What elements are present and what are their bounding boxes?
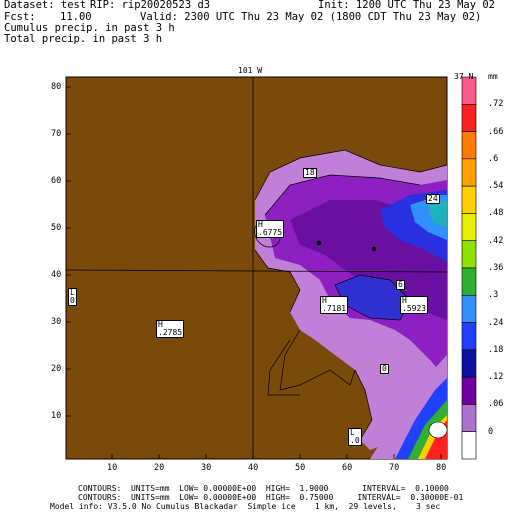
y-tick-label: 80: [51, 82, 62, 92]
field1-label: Cumulus precip. in past 3 h: [4, 22, 175, 34]
colorbar-swatch: [461, 103, 477, 132]
footer-model-info: Model info: V3.5.0 No Cumulus Blackadar …: [50, 502, 441, 511]
contour-value-label: 18: [303, 168, 317, 178]
y-tick-label: 20: [51, 364, 62, 374]
low-label: L 0: [68, 288, 77, 306]
contour-value-label: 24: [426, 194, 440, 204]
precip-region-blue: [335, 275, 410, 320]
contour-value-label: 6: [396, 280, 405, 290]
colorbar-label: 0: [488, 426, 494, 437]
colorbar-swatch: [461, 76, 477, 105]
colorbar-swatch: [461, 404, 477, 433]
colorbar-label: .12: [488, 372, 504, 383]
high-label: H .6775: [256, 220, 285, 238]
colorbar-swatch: [461, 431, 477, 460]
colorbar-swatch: [461, 131, 477, 160]
x-tick-label: 20: [154, 463, 165, 473]
colorbar-label: .3: [488, 290, 499, 301]
precip-region-teal: [428, 200, 447, 228]
station-dot: [371, 246, 377, 252]
rip-label: RIP: rip20020523 d3: [90, 0, 211, 11]
colorbar-swatch: [461, 240, 477, 269]
high-label: H .7181: [320, 296, 349, 314]
high-label: H .5923: [400, 296, 429, 314]
y-tick-label: 30: [51, 317, 62, 327]
x-tick-label: 60: [342, 463, 353, 473]
colorbar-label: .24: [488, 317, 504, 328]
x-tick-label: 30: [201, 463, 212, 473]
colorbar-label: .18: [488, 344, 504, 355]
colorbar-label: .48: [488, 208, 504, 219]
colorbar-swatch: [461, 213, 477, 242]
fcst-value: 11.00: [60, 11, 92, 23]
high-label: H .2785: [156, 320, 185, 338]
init-label: Init: 1200 UTC Thu 23 May 02: [318, 0, 496, 11]
colorbar-swatch: [461, 349, 477, 378]
x-tick-label: 10: [107, 463, 118, 473]
x-tick-label: 70: [389, 463, 400, 473]
colorbar-swatch: [461, 376, 477, 405]
colorbar-swatch: [461, 294, 477, 323]
x-tick-label: 80: [436, 463, 447, 473]
lat-line: [65, 269, 448, 273]
top-axis-label: 101 W: [238, 66, 263, 75]
colorbar-label: .66: [488, 126, 504, 137]
colorbar-swatch: [461, 185, 477, 214]
corner-lat-label: 37 N: [454, 72, 474, 81]
station-dot: [316, 240, 322, 246]
x-tick-label: 40: [248, 463, 259, 473]
colorbar-swatch: [461, 322, 477, 351]
colorbar-swatch: [461, 267, 477, 296]
colorbar-label: .42: [488, 235, 504, 246]
fcst-label: Fcst:: [4, 11, 36, 23]
field2-label: Total precip. in past 3 h: [4, 33, 163, 45]
colorbar-label: .36: [488, 263, 504, 273]
dataset-label: Dataset: test: [4, 0, 87, 11]
y-tick-label: 10: [51, 411, 62, 421]
footer-contours-2: CONTOURS: UNITS=mm LOW= 0.00000E+00 HIGH…: [78, 493, 464, 502]
colorbar-unit: mm: [488, 72, 498, 81]
colorbar-label: .06: [488, 399, 504, 410]
precip-core-white: [428, 421, 448, 439]
y-tick-label: 70: [51, 129, 62, 139]
colorbar-label: .6: [488, 153, 499, 164]
colorbar-label: .54: [488, 181, 504, 192]
y-tick-label: 60: [51, 176, 62, 186]
colorbar-label: .72: [488, 99, 504, 110]
y-tick-label: 40: [51, 270, 62, 280]
colorbar-swatch: [461, 158, 477, 187]
footer-contours-1: CONTOURS: UNITS=mm LOW= 0.00000E+00 HIGH…: [78, 484, 449, 493]
colorbar: [461, 76, 477, 460]
y-tick-label: 50: [51, 223, 62, 233]
valid-label: Valid: 2300 UTC Thu 23 May 02 (1800 CDT …: [140, 11, 482, 23]
low-label: L .0: [348, 428, 362, 446]
x-tick-label: 50: [295, 463, 306, 473]
contour-value-label: 0: [380, 364, 389, 374]
